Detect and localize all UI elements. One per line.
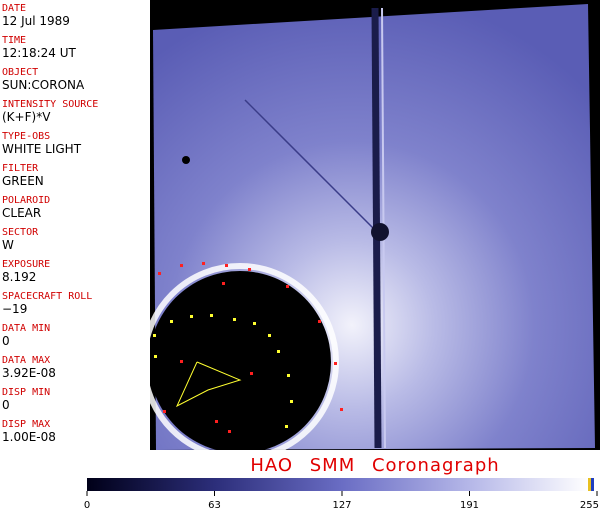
field: INTENSITY SOURCE (K+F)*V: [2, 99, 148, 125]
field-value: W: [2, 238, 14, 252]
colorbar: 0 63 127 191 255: [84, 478, 599, 511]
field-label: EXPOSURE: [2, 259, 51, 270]
colorbar-tick-label: 63: [208, 500, 221, 511]
field-label: DATE: [2, 3, 27, 14]
axis-crosses: [150, 69, 153, 311]
field: SPACECRAFT ROLL −19: [2, 291, 148, 317]
field-label: SPACECRAFT ROLL: [2, 291, 93, 302]
colorbar-tick-label: 255: [580, 500, 599, 511]
field: TIME 12:18:24 UT: [2, 35, 148, 61]
field-label: SECTOR: [2, 227, 39, 238]
field-label: OBJECT: [2, 67, 39, 78]
field: EXPOSURE 8.192: [2, 259, 148, 285]
field: POLAROID CLEAR: [2, 195, 148, 221]
field-value: 12 Jul 1989: [2, 14, 70, 28]
field: DISP MAX 1.00E-08: [2, 419, 148, 445]
field-label: FILTER: [2, 163, 39, 174]
metadata-panel: DATE 12 Jul 1989 TIME 12:18:24 UT OBJECT SUN:…: [0, 0, 150, 450]
field: DISP MIN 0: [2, 387, 148, 413]
field-label: DISP MAX: [2, 419, 51, 430]
field: DATA MIN 0: [2, 323, 148, 349]
field-label: INTENSITY SOURCE: [2, 99, 99, 110]
colorbar-flag: [588, 478, 591, 491]
field-label: TIME: [2, 35, 27, 46]
field: TYPE-OBS WHITE LIGHT: [2, 131, 148, 157]
limb-markers: [158, 262, 343, 433]
field-value: 12:18:24 UT: [2, 46, 76, 60]
field-value: 0: [2, 398, 10, 412]
pylon-hub: [371, 223, 389, 241]
field-value: −19: [2, 302, 28, 316]
field-value: 0: [2, 334, 10, 348]
occulter: [150, 271, 331, 450]
colorbar-tick-label: 0: [84, 500, 90, 511]
field-label: DISP MIN: [2, 387, 51, 398]
field: SECTOR W: [2, 227, 148, 253]
field-value: 3.92E-08: [2, 366, 56, 380]
field-value: GREEN: [2, 174, 44, 188]
grid-markers: [153, 314, 293, 428]
field-value: 8.192: [2, 270, 37, 284]
coronagraph-image: [150, 0, 600, 450]
field: DATE 12 Jul 1989: [2, 3, 148, 29]
field-label: DATA MAX: [2, 355, 51, 366]
field-value: WHITE LIGHT: [2, 142, 82, 156]
field-value: SUN:CORONA: [2, 78, 85, 92]
field-label: POLAROID: [2, 195, 51, 206]
streak: [244, 99, 376, 231]
field-label: DATA MIN: [2, 323, 51, 334]
colorbar-tick-label: 127: [332, 500, 351, 511]
field: FILTER GREEN: [2, 163, 148, 189]
colorbar-flag: [591, 478, 594, 491]
colorbar-ramp: [87, 478, 597, 491]
field-label: TYPE-OBS: [2, 131, 51, 142]
field: OBJECT SUN:CORONA: [2, 67, 148, 93]
field-value: 1.00E-08: [2, 430, 56, 444]
field-value: (K+F)*V: [2, 110, 51, 124]
field-value: CLEAR: [2, 206, 42, 220]
spot: [182, 156, 190, 164]
sector-outline: [175, 361, 242, 408]
field: DATA MAX 3.92E-08: [2, 355, 148, 381]
colorbar-tick-label: 191: [460, 500, 479, 511]
instrument-title: HAO SMM Coronagraph: [250, 455, 500, 476]
